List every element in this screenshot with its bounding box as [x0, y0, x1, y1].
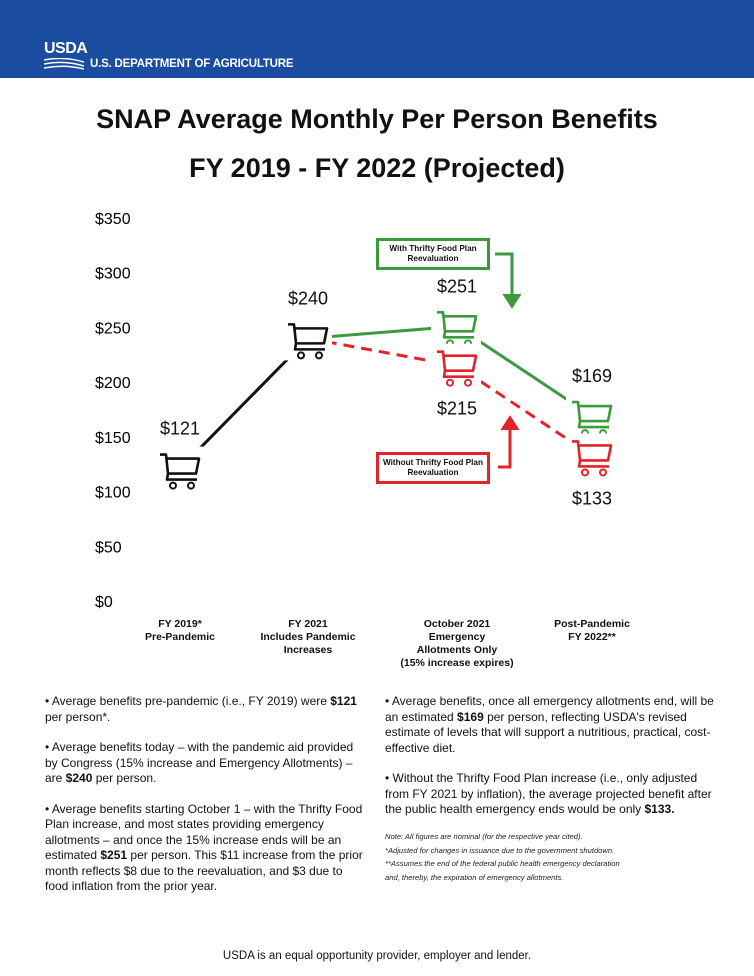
cart-body [288, 323, 329, 351]
value-label: $215 [437, 399, 477, 419]
legend-box: With Thrifty Food Plan Reevaluation [376, 238, 490, 270]
x-tick-label: Post-Pandemic FY 2022** [554, 618, 630, 643]
annotation-arrowhead [502, 293, 522, 309]
bullets-right: • Average benefits, once all emergency a… [385, 694, 720, 833]
bullet-text: per person. [92, 771, 157, 785]
bullet-bold: $240 [65, 771, 93, 785]
cart-body [160, 453, 201, 481]
y-tick-label: $50 [95, 539, 122, 556]
header-band [0, 0, 754, 78]
x-tick-label: FY 2019* Pre-Pandemic [144, 618, 216, 643]
bullet-text: • Average benefits pre-pandemic (i.e., F… [45, 694, 331, 708]
cart-marker [282, 316, 332, 361]
note: **Assumes the end of the federal public … [385, 859, 620, 868]
y-tick-label: $0 [95, 594, 113, 611]
logo: USDA [44, 40, 88, 57]
cart-body [572, 440, 613, 468]
value-label: $121 [160, 419, 200, 439]
x-tick-label: October 2021 Emergency Allotments Only (… [400, 618, 514, 669]
bullet: • Average benefits starting October 1 – … [45, 802, 367, 895]
note: and, thereby, the expiration of emergenc… [385, 872, 564, 882]
bullet-text: • Average benefits starting October 1 – … [45, 801, 363, 863]
cart-wheel [169, 481, 177, 490]
chart-subtitle: FY 2019 - FY 2022 (Projected) [189, 153, 565, 183]
bullet-bold: $169 [457, 709, 484, 724]
footer: USDA is an equal opportunity provider, e… [222, 950, 532, 962]
annotation-arrow [495, 252, 514, 300]
annotation-arrowhead [500, 415, 520, 431]
bullet-text: per person*. [45, 709, 111, 724]
cart-wheel [297, 351, 305, 360]
bullet-bold: $251 [100, 848, 128, 862]
legend-box: Without Thrifty Food Plan Reevaluation [376, 452, 490, 484]
bullet: • Without the Thrifty Food Plan increase… [385, 771, 720, 818]
y-tick-label: $100 [95, 485, 131, 502]
cart-marker [431, 343, 481, 388]
department: U.S. DEPARTMENT OF AGRICULTURE [90, 58, 294, 70]
bullet-text: • Average benefits today – with the pand… [45, 740, 354, 785]
notes: Note: All figures are nominal (for the r… [385, 830, 725, 884]
bullet: • Average benefits pre-pandemic (i.e., F… [45, 694, 367, 725]
bullet: • Average benefits, once all emergency a… [385, 694, 720, 756]
logo-stripes [44, 58, 84, 70]
y-tick-label: $250 [95, 320, 131, 337]
bullet-text: per person. This $11 increase from the p… [45, 848, 363, 893]
cart-wheel [581, 468, 589, 477]
cart-marker [431, 304, 481, 349]
bullets-left: • Average benefits pre-pandemic (i.e., F… [45, 694, 367, 910]
chart: $0 $50 $100 $150 $200 $250 $300 $350 $121 $240 $25… [95, 211, 616, 611]
cart-body [437, 311, 478, 339]
note: Note: All figures are nominal (for the r… [385, 832, 583, 841]
cart-wheel [446, 378, 454, 387]
chart-title: SNAP Average Monthly Per Person Benefits [96, 104, 658, 134]
cart-marker [154, 446, 204, 491]
value-label: $251 [437, 276, 477, 296]
y-tick-label: $300 [95, 266, 131, 283]
x-tick-label: FY 2021 Includes Pandemic Increases [260, 618, 356, 656]
value-label: $133 [572, 488, 612, 508]
cart-marker [566, 433, 616, 478]
cart-body [437, 350, 478, 379]
bullet: • Average benefits today – with the pand… [45, 740, 367, 787]
cart-wheel [315, 351, 323, 360]
note: *Adjusted for changes in issuance due to… [385, 845, 615, 855]
bullet-bold: $133. [644, 802, 675, 816]
cart-marker [566, 394, 616, 439]
y-tick-label: $150 [95, 430, 131, 447]
cart-wheel [187, 481, 195, 490]
bullet-text: per person, reflecting USDA's revised es… [385, 709, 711, 755]
cart-body [572, 400, 613, 429]
bullet-text: • Without the Thrifty Food Plan increase… [385, 771, 712, 816]
cart-wheel [464, 378, 472, 387]
y-tick-label: $350 [95, 211, 131, 228]
value-label: $240 [288, 288, 328, 308]
value-label: $169 [572, 366, 612, 386]
cart-wheel [599, 468, 607, 477]
bullet-text: • Average benefits, once all emergency a… [385, 694, 714, 724]
bullet-bold: $121 [330, 694, 357, 708]
annotation-arrow [498, 424, 512, 469]
y-tick-label: $200 [95, 375, 131, 392]
